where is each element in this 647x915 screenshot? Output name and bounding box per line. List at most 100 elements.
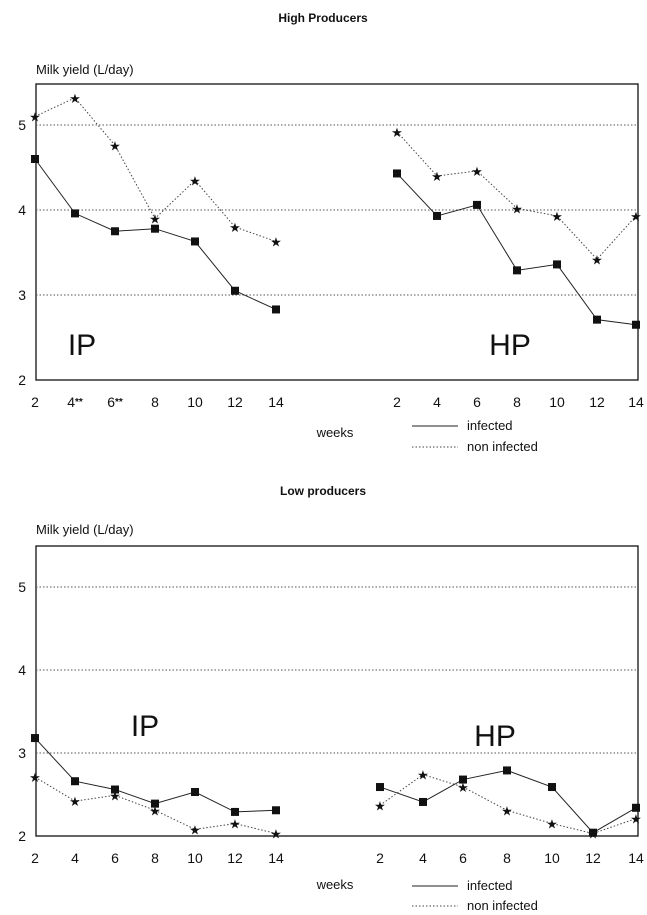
infected-point xyxy=(393,169,401,178)
infected-series-line xyxy=(396,173,637,326)
infected-point xyxy=(433,211,441,220)
group-label: HP xyxy=(489,329,531,362)
non-infected-point: ★ xyxy=(189,823,201,838)
x-tick-label: 2 xyxy=(376,850,384,866)
infected-point xyxy=(111,227,119,236)
infected-point xyxy=(548,783,556,792)
non-infected-point: ★ xyxy=(109,789,121,804)
infected-point xyxy=(151,224,159,233)
x-tick-label: 2 xyxy=(31,394,39,410)
x-tick-label: 8 xyxy=(513,394,521,410)
non-infected-point: ★ xyxy=(29,771,41,786)
y-axis-label: Milk yield (L/day) xyxy=(36,62,134,77)
x-tick-label: 2 xyxy=(31,850,39,866)
x-tick-label: 4 xyxy=(419,850,427,866)
x-tick-label: 8 xyxy=(151,850,159,866)
non-infected-point: ★ xyxy=(630,210,642,225)
y-tick-label: 4 xyxy=(18,662,26,678)
infected-point xyxy=(376,783,384,792)
non-infected-point: ★ xyxy=(374,799,386,814)
infected-point xyxy=(231,286,239,295)
x-tick-label: 10 xyxy=(187,394,203,410)
non-infected-series-line xyxy=(34,776,277,834)
legend-non-infected-label: non infected xyxy=(467,439,538,454)
infected-point xyxy=(589,828,597,837)
infected-point xyxy=(151,799,159,808)
infected-point xyxy=(632,803,640,812)
non-infected-point: ★ xyxy=(457,781,469,796)
non-infected-point: ★ xyxy=(270,828,282,843)
non-infected-point: ★ xyxy=(109,139,121,154)
x-tick-label: 6 xyxy=(111,850,119,866)
x-tick-label: 2 xyxy=(393,394,401,410)
group-label: IP xyxy=(131,710,159,743)
infected-point xyxy=(31,734,39,743)
non-infected-series-line xyxy=(396,131,637,261)
plot-frame xyxy=(35,545,639,837)
y-tick-label: 2 xyxy=(18,828,26,844)
infected-point xyxy=(513,266,521,275)
infected-point xyxy=(71,209,79,218)
non-infected-point: ★ xyxy=(149,804,161,819)
y-tick-label: 2 xyxy=(18,372,26,388)
x-tick-label: 6 xyxy=(459,850,467,866)
y-tick-label: 3 xyxy=(18,287,26,303)
group-label: IP xyxy=(68,329,96,362)
x-tick-label: 6 xyxy=(473,394,481,410)
non-infected-point: ★ xyxy=(501,804,513,819)
legend-non-infected-label: non infected xyxy=(467,898,538,913)
x-tick-label: 14 xyxy=(628,394,644,410)
x-axis-label: weeks xyxy=(316,877,354,892)
non-infected-point: ★ xyxy=(587,828,599,843)
non-infected-point: ★ xyxy=(229,818,241,833)
legend-infected-label: infected xyxy=(467,878,513,893)
non-infected-point: ★ xyxy=(270,235,282,250)
infected-point xyxy=(272,305,280,314)
non-infected-point: ★ xyxy=(551,210,563,225)
x-tick-label: 8 xyxy=(503,850,511,866)
non-infected-series-line xyxy=(34,97,277,242)
infected-point xyxy=(272,806,280,815)
y-axis-label: Milk yield (L/day) xyxy=(36,522,134,537)
x-tick-label: 12 xyxy=(227,850,243,866)
non-infected-point: ★ xyxy=(630,813,642,828)
non-infected-point: ★ xyxy=(189,174,201,189)
x-tick-label: 4** xyxy=(67,394,83,410)
infected-point xyxy=(111,785,119,794)
infected-point xyxy=(632,320,640,329)
legend-infected-label: infected xyxy=(467,418,513,433)
infected-point xyxy=(473,200,481,209)
non-infected-series-line xyxy=(379,774,637,835)
x-tick-label: 4 xyxy=(71,850,79,866)
infected-point xyxy=(191,788,199,797)
infected-point xyxy=(553,260,561,269)
non-infected-point: ★ xyxy=(149,213,161,228)
y-tick-label: 5 xyxy=(18,579,26,595)
non-infected-point: ★ xyxy=(431,170,443,185)
x-tick-label: 6** xyxy=(107,394,123,410)
non-infected-point: ★ xyxy=(546,818,558,833)
x-tick-label: 10 xyxy=(549,394,565,410)
non-infected-point: ★ xyxy=(417,769,429,784)
infected-point xyxy=(191,237,199,246)
non-infected-point: ★ xyxy=(69,92,81,107)
x-tick-label: 8 xyxy=(151,394,159,410)
infected-point xyxy=(593,315,601,324)
x-tick-label: 4 xyxy=(433,394,441,410)
x-tick-label: 12 xyxy=(227,394,243,410)
chart-title: Low producers xyxy=(280,484,366,498)
non-infected-point: ★ xyxy=(29,111,41,126)
x-tick-label: 10 xyxy=(544,850,560,866)
y-tick-label: 3 xyxy=(18,745,26,761)
x-tick-label: 14 xyxy=(628,850,644,866)
non-infected-point: ★ xyxy=(229,221,241,236)
infected-point xyxy=(71,777,79,786)
plot-frame xyxy=(35,83,639,381)
x-tick-label: 10 xyxy=(187,850,203,866)
non-infected-point: ★ xyxy=(511,202,523,217)
x-tick-label: 12 xyxy=(589,394,605,410)
x-tick-label: 14 xyxy=(268,850,284,866)
infected-point xyxy=(231,807,239,816)
non-infected-point: ★ xyxy=(69,795,81,810)
